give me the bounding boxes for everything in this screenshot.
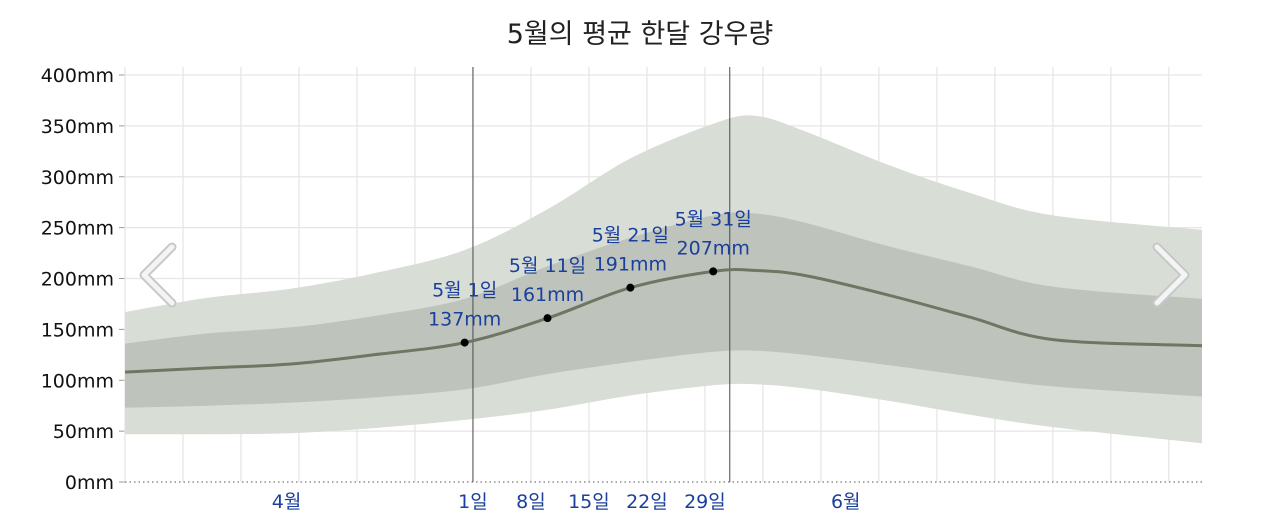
data-point-marker: [460, 338, 469, 347]
line-layer: [124, 67, 1203, 482]
y-tick-label: 400mm: [41, 65, 114, 87]
axis-layer: 0mm 50mm 100mm 150mm 200mm 250mm 300mm 350mm 400…: [41, 65, 1202, 513]
x-tick-label: 8일: [516, 491, 546, 513]
marker-date-label: 5월 1일: [432, 280, 497, 302]
y-tick-label: 100mm: [41, 370, 114, 392]
x-tick-label: 4월: [272, 491, 302, 513]
y-tick-label: 150mm: [41, 319, 114, 341]
x-tick-label: 22일: [626, 491, 668, 513]
marker-date-label: 5월 21일: [592, 225, 669, 247]
y-tick-label: 0mm: [65, 472, 114, 494]
chart-title: 5월의 평균 한달 강우량: [506, 19, 774, 50]
x-tick-label: 29일: [684, 491, 726, 513]
x-tick-label: 15일: [568, 491, 610, 513]
x-tick-label: 1일: [458, 491, 488, 513]
y-tick-label: 350mm: [41, 116, 114, 138]
next-button[interactable]: [1148, 240, 1194, 310]
y-tick-label: 50mm: [53, 421, 114, 443]
x-tick-label: 6월: [831, 491, 861, 513]
data-point-marker: [709, 267, 718, 276]
y-tick-label: 200mm: [41, 269, 114, 291]
marker-value-label: 191mm: [594, 254, 667, 276]
data-point-marker: [543, 314, 552, 323]
inner-band-area: [125, 212, 1202, 408]
marker-date-label: 5월 11일: [509, 255, 586, 277]
marker-layer: 5월 1일 137mm 5월 11일 161mm 5월 21일 191mm 5월 31일 20…: [428, 208, 752, 347]
marker-value-label: 137mm: [428, 309, 501, 331]
data-point-marker: [626, 283, 635, 292]
marker-value-label: 207mm: [677, 237, 750, 259]
prev-button[interactable]: [135, 240, 181, 310]
y-tick-label: 250mm: [41, 218, 114, 240]
mean-series-line: [124, 268, 1203, 374]
y-tick-label: 300mm: [41, 167, 114, 189]
marker-date-label: 5월 31일: [675, 208, 752, 230]
marker-value-label: 161mm: [511, 284, 584, 306]
